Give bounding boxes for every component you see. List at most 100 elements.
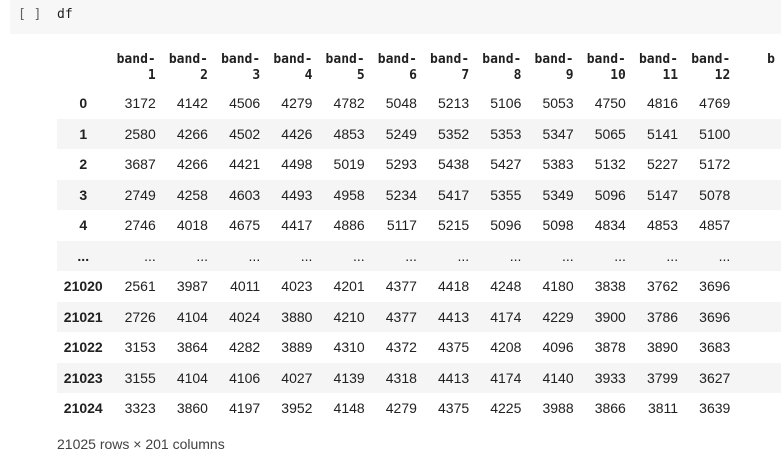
- table-cell: ...: [405, 247, 417, 264]
- table-cell: ...: [666, 247, 679, 264]
- table-cell: 5172: [699, 156, 731, 173]
- table-cell: 5078: [699, 186, 731, 203]
- table-cell: 4857: [699, 217, 731, 234]
- table-cell: 4210: [333, 308, 365, 325]
- table-cell: 3683: [699, 339, 731, 356]
- column-header: b: [736, 46, 781, 88]
- table-cell-truncated: [736, 88, 781, 119]
- table-cell: ...: [300, 247, 313, 264]
- column-header-line2: 5: [356, 68, 365, 83]
- column-header-line1: band-: [325, 52, 365, 67]
- code-cell-input[interactable]: [10, 0, 781, 34]
- table-row: 1 2580 4266 4502 4426 4853 5249 5352 5353 5347 506…: [57, 118, 781, 150]
- table-cell: 4377: [385, 308, 417, 325]
- table-cell: ...: [614, 247, 626, 264]
- column-header-line1: band-: [116, 52, 156, 67]
- table-cell: 4853: [646, 217, 679, 234]
- table-cell: 4139: [333, 369, 365, 386]
- column-header-line1: band-: [534, 52, 574, 67]
- table-cell: 3323: [124, 400, 156, 417]
- table-cell: 4958: [333, 186, 365, 203]
- table-cell: 5106: [490, 95, 522, 112]
- table-cell: 4282: [229, 339, 261, 356]
- table-cell: 4018: [176, 217, 208, 234]
- column-header-line2: 11: [662, 68, 679, 83]
- column-header-line1: band-: [586, 52, 626, 67]
- table-cell: 5117: [386, 217, 417, 234]
- table-cell: 4782: [333, 95, 365, 112]
- table-row: 21024 3323 3860 4197 3952 4148 4279 4375 4225 398…: [57, 393, 781, 424]
- table-cell: 3696: [699, 278, 731, 295]
- table-cell: 4603: [229, 186, 261, 203]
- column-header: band- 12: [684, 46, 736, 88]
- code-text[interactable]: df: [57, 7, 73, 22]
- column-header-line2: 4: [304, 68, 313, 83]
- table-cell: 4148: [333, 400, 365, 417]
- column-header: band- 8: [475, 46, 527, 88]
- table-row: 4 2746 4018 4675 4417 4886 5117 5215 5096 5098 483…: [57, 210, 781, 241]
- table-cell: 4750: [594, 95, 626, 112]
- table-cell-truncated: [736, 119, 781, 150]
- table-cell: 4769: [699, 95, 731, 112]
- table-cell: 5355: [490, 186, 522, 203]
- table-cell: 5347: [542, 125, 574, 142]
- table-cell: 4375: [438, 339, 470, 356]
- table-cell: 5249: [385, 125, 417, 142]
- table-cell: 2561: [124, 278, 156, 295]
- row-index: 0: [79, 95, 88, 112]
- table-cell: 4372: [385, 339, 417, 356]
- table-cell: 5293: [385, 156, 417, 173]
- table-row: 0 3172 4142 4506 4279 4782 5048 5213 5106 5053 475…: [57, 88, 781, 119]
- table-cell: 5096: [490, 217, 522, 234]
- row-index: 1: [79, 125, 88, 142]
- table-cell: 4104: [176, 308, 208, 325]
- table-cell: 4174: [490, 308, 522, 325]
- column-header: band- 3: [214, 46, 266, 88]
- table-cell: 5215: [438, 217, 470, 234]
- table-cell: 4377: [385, 278, 417, 295]
- column-header-line2: 3: [252, 68, 261, 83]
- table-cell: 4279: [281, 95, 313, 112]
- table-cell: ...: [248, 247, 261, 264]
- table-cell: 4426: [281, 125, 313, 142]
- table-cell: 5096: [594, 186, 626, 203]
- row-index: 21020: [63, 278, 103, 295]
- table-cell: 3153: [124, 339, 156, 356]
- table-cell: 4027: [281, 369, 313, 386]
- column-header-line1: band-: [221, 52, 261, 67]
- table-cell: 4248: [490, 278, 522, 295]
- table-cell: 3864: [176, 339, 208, 356]
- table-cell: 5438: [438, 156, 470, 173]
- column-header-line1: band-: [691, 52, 731, 67]
- column-header-line2: 2: [200, 68, 208, 83]
- column-header: band- 5: [318, 46, 370, 88]
- table-cell: 5352: [438, 125, 470, 142]
- table-cell-truncated: [736, 302, 781, 333]
- table-cell: 5019: [333, 156, 365, 173]
- table-row: 3 2749 4258 4603 4493 4958 5234 5417 5355 5349 509…: [57, 179, 781, 210]
- table-cell: 4142: [176, 95, 208, 112]
- table-cell: 5427: [490, 156, 522, 173]
- table-cell: 5213: [438, 95, 470, 112]
- table-cell: 4201: [333, 278, 365, 295]
- column-header: band- 2: [162, 46, 214, 88]
- column-header: band- 4: [266, 46, 318, 88]
- table-row: 21022 3153 3864 4282 3889 4310 4372 4375 4208 409…: [57, 332, 781, 363]
- row-index: 21022: [63, 339, 103, 356]
- table-cell: 4106: [229, 369, 261, 386]
- table-cell: 4225: [490, 400, 522, 417]
- column-header-line1: band-: [430, 52, 470, 67]
- run-cell-button[interactable]: [ ]: [18, 7, 42, 22]
- table-cell: 3890: [646, 339, 679, 356]
- table-cell: 4417: [281, 217, 313, 234]
- row-index: 3: [79, 186, 88, 203]
- table-cell: 4502: [229, 125, 261, 142]
- column-header-line2: 6: [409, 68, 417, 83]
- table-cell: 3799: [646, 369, 679, 386]
- row-index: ...: [77, 247, 90, 264]
- shape-summary: 21025 rows × 201 columns: [57, 436, 225, 452]
- table-cell: 5147: [646, 186, 679, 203]
- table-cell: 5132: [594, 156, 626, 173]
- row-index: 2: [79, 156, 88, 173]
- table-cell: 2749: [124, 186, 156, 203]
